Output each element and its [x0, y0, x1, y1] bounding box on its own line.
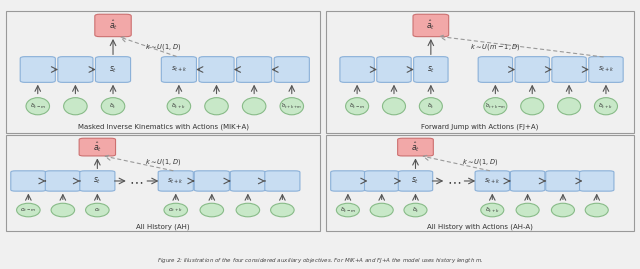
Ellipse shape [63, 98, 87, 115]
Text: $\hat{o}_{t-m}$: $\hat{o}_{t-m}$ [349, 101, 365, 111]
Ellipse shape [280, 98, 303, 115]
Ellipse shape [17, 203, 40, 217]
Ellipse shape [26, 98, 49, 115]
FancyBboxPatch shape [397, 138, 433, 156]
Text: Figure 2: Illustration of the four considered auxiliary objectives. For MIK+A an: Figure 2: Illustration of the four consi… [157, 256, 483, 266]
Text: $s_t$: $s_t$ [427, 64, 435, 75]
Ellipse shape [167, 98, 191, 115]
Text: $\hat{o}_{t-m}$: $\hat{o}_{t-m}$ [340, 205, 356, 215]
Text: $k \sim U(1, D)$: $k \sim U(1, D)$ [145, 157, 181, 167]
Text: $\cdots$: $\cdots$ [447, 174, 461, 188]
Ellipse shape [200, 203, 223, 217]
Ellipse shape [481, 203, 504, 217]
Text: $s_t$: $s_t$ [412, 176, 420, 186]
Ellipse shape [236, 203, 260, 217]
FancyBboxPatch shape [511, 171, 545, 191]
Text: $s_t$: $s_t$ [93, 176, 102, 186]
FancyBboxPatch shape [95, 57, 131, 82]
Text: $k \sim U(1, D)$: $k \sim U(1, D)$ [462, 157, 498, 167]
FancyBboxPatch shape [80, 171, 115, 191]
FancyBboxPatch shape [11, 171, 46, 191]
Text: $s_{t+k}$: $s_{t+k}$ [484, 176, 500, 186]
Text: $\hat{o}_{t+k}$: $\hat{o}_{t+k}$ [598, 101, 614, 111]
Ellipse shape [205, 98, 228, 115]
FancyBboxPatch shape [199, 57, 234, 82]
Text: $\hat{o}_{t+k}$: $\hat{o}_{t+k}$ [484, 205, 500, 215]
Ellipse shape [585, 203, 608, 217]
Text: $\hat{a}_t$: $\hat{a}_t$ [109, 19, 118, 33]
Text: $o_{t-m}$: $o_{t-m}$ [20, 206, 36, 214]
Ellipse shape [419, 98, 442, 115]
Text: Masked Inverse Kinematics with Actions (MIK+A): Masked Inverse Kinematics with Actions (… [77, 124, 249, 130]
Ellipse shape [370, 203, 393, 217]
FancyBboxPatch shape [377, 57, 411, 82]
FancyBboxPatch shape [552, 57, 586, 82]
FancyBboxPatch shape [515, 57, 549, 82]
Ellipse shape [271, 203, 294, 217]
Text: $o_{t+k}$: $o_{t+k}$ [168, 206, 183, 214]
Text: $s_{t+k}$: $s_{t+k}$ [168, 176, 184, 186]
Text: $\hat{a}_t$: $\hat{a}_t$ [93, 140, 102, 154]
Text: $\cdots$: $\cdots$ [129, 174, 143, 188]
FancyBboxPatch shape [20, 57, 55, 82]
FancyBboxPatch shape [79, 138, 116, 156]
Ellipse shape [51, 203, 75, 217]
FancyBboxPatch shape [158, 171, 193, 191]
Text: $\hat{o}_t$: $\hat{o}_t$ [427, 101, 435, 111]
Text: $\hat{o}_{t+k}$: $\hat{o}_{t+k}$ [172, 101, 186, 111]
Text: $\hat{o}_t$: $\hat{o}_t$ [109, 101, 116, 111]
Ellipse shape [521, 98, 544, 115]
FancyBboxPatch shape [478, 57, 513, 82]
Text: $s_t$: $s_t$ [109, 64, 117, 75]
Ellipse shape [484, 98, 507, 115]
FancyBboxPatch shape [237, 57, 272, 82]
Text: All History with Actions (AH-A): All History with Actions (AH-A) [427, 223, 533, 230]
Text: $o_t$: $o_t$ [93, 206, 101, 214]
Text: All History (AH): All History (AH) [136, 223, 190, 230]
Ellipse shape [595, 98, 618, 115]
Ellipse shape [243, 98, 266, 115]
Text: $\hat{o}_{t+k-m}$: $\hat{o}_{t+k-m}$ [484, 101, 506, 111]
FancyBboxPatch shape [413, 14, 449, 37]
Ellipse shape [164, 203, 188, 217]
FancyBboxPatch shape [230, 171, 266, 191]
Ellipse shape [101, 98, 125, 115]
FancyBboxPatch shape [589, 57, 623, 82]
Text: $\hat{o}_{t-m}$: $\hat{o}_{t-m}$ [29, 101, 46, 111]
Text: $\hat{a}_t$: $\hat{a}_t$ [426, 19, 435, 33]
FancyBboxPatch shape [274, 57, 309, 82]
Ellipse shape [337, 203, 360, 217]
FancyBboxPatch shape [365, 171, 399, 191]
Text: $s_{t+k}$: $s_{t+k}$ [171, 65, 187, 74]
Text: $k \sim U(1, D)$: $k \sim U(1, D)$ [145, 43, 181, 52]
Text: $\hat{o}_t$: $\hat{o}_t$ [412, 205, 419, 215]
FancyBboxPatch shape [413, 57, 448, 82]
Text: Forward Jump with Actions (FJ+A): Forward Jump with Actions (FJ+A) [421, 124, 539, 130]
Ellipse shape [346, 98, 369, 115]
Text: $k \sim U(m-1, D)$: $k \sim U(m-1, D)$ [470, 43, 521, 52]
FancyBboxPatch shape [340, 57, 374, 82]
FancyBboxPatch shape [195, 171, 229, 191]
Ellipse shape [552, 203, 575, 217]
FancyBboxPatch shape [45, 171, 81, 191]
FancyBboxPatch shape [475, 171, 509, 191]
Ellipse shape [516, 203, 539, 217]
FancyBboxPatch shape [398, 171, 433, 191]
Text: $\hat{a}_t$: $\hat{a}_t$ [411, 140, 420, 154]
Ellipse shape [383, 98, 406, 115]
FancyBboxPatch shape [161, 57, 196, 82]
FancyBboxPatch shape [265, 171, 300, 191]
Ellipse shape [557, 98, 580, 115]
Ellipse shape [86, 203, 109, 217]
FancyBboxPatch shape [331, 171, 365, 191]
Ellipse shape [404, 203, 427, 217]
FancyBboxPatch shape [580, 171, 614, 191]
FancyBboxPatch shape [546, 171, 580, 191]
FancyBboxPatch shape [58, 57, 93, 82]
FancyBboxPatch shape [95, 14, 131, 37]
Text: $\hat{o}_{t+k+m}$: $\hat{o}_{t+k+m}$ [281, 101, 302, 111]
Text: $s_{t+k}$: $s_{t+k}$ [598, 65, 614, 74]
